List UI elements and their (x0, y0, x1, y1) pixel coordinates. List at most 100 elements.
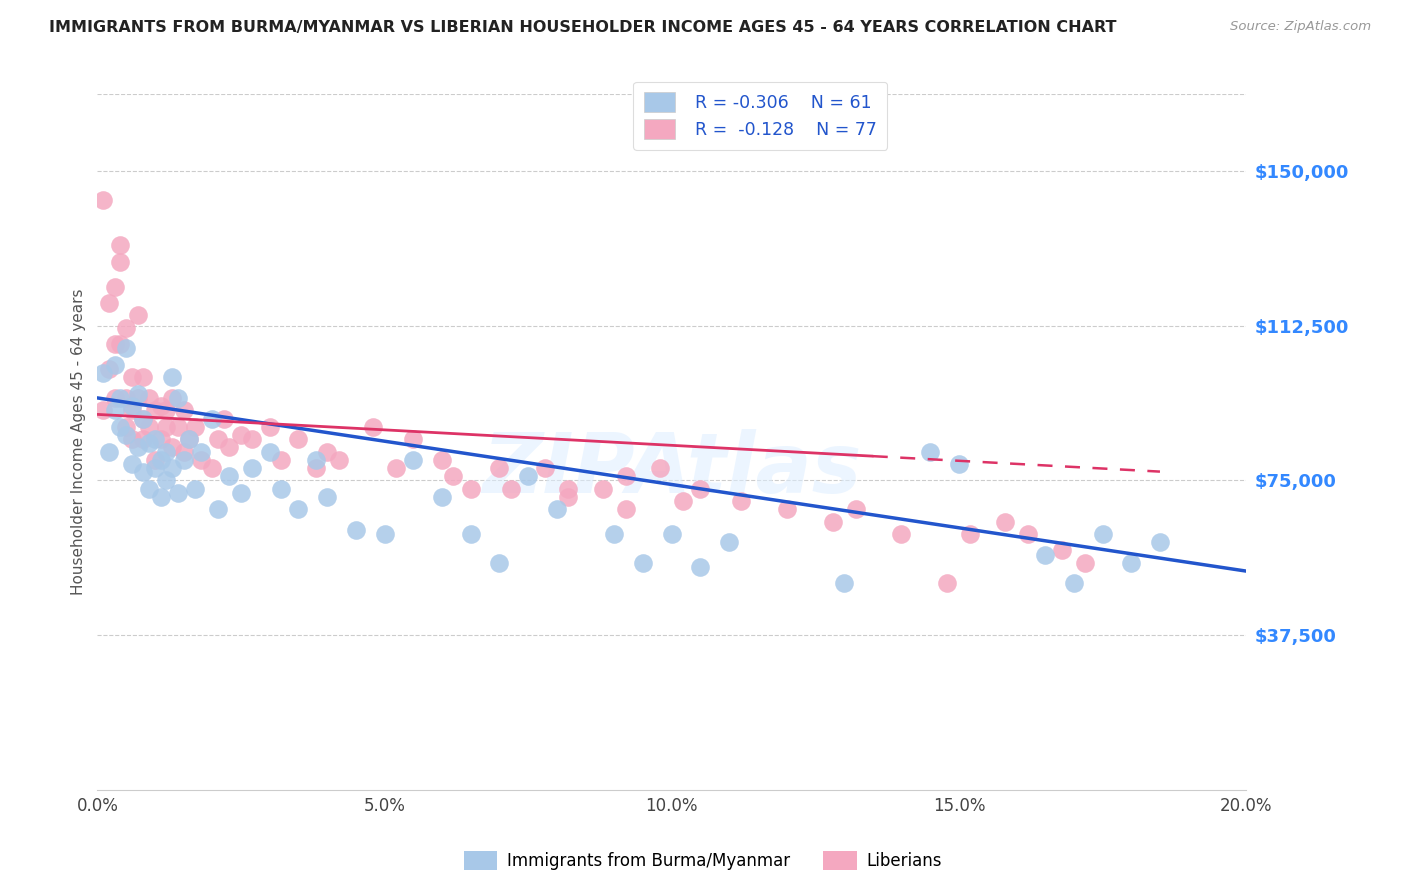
Point (121, 370, 143, 384)
Point (149, 432, 172, 446)
Point (592, 482, 614, 496)
Point (103, 279, 125, 293)
Point (97, 444, 120, 458)
Point (328, 452, 350, 467)
Point (775, 502, 797, 516)
Text: Source: ZipAtlas.com: Source: ZipAtlas.com (1230, 20, 1371, 33)
Point (121, 403, 143, 417)
Point (361, 419, 384, 434)
Point (287, 432, 309, 446)
Point (218, 441, 240, 455)
Point (103, 391, 125, 405)
Point (259, 419, 281, 434)
Point (229, 485, 252, 500)
Point (155, 403, 177, 417)
Point (184, 419, 207, 434)
Point (201, 461, 224, 475)
Point (166, 419, 188, 434)
Point (103, 337, 125, 351)
Point (110, 419, 132, 434)
Point (149, 452, 172, 467)
Point (534, 461, 557, 475)
Point (488, 461, 510, 475)
Point (138, 419, 160, 434)
Point (994, 515, 1017, 529)
Point (499, 482, 522, 496)
Point (546, 502, 568, 516)
Point (650, 461, 672, 475)
Point (132, 411, 155, 425)
Point (143, 403, 166, 417)
Point (430, 452, 453, 467)
Point (402, 452, 425, 467)
Point (1033, 548, 1056, 562)
Point (143, 452, 166, 467)
Point (1063, 576, 1085, 591)
Point (132, 370, 155, 384)
Point (115, 428, 138, 442)
Point (259, 444, 281, 458)
Point (149, 490, 172, 504)
Point (143, 432, 166, 446)
Point (614, 469, 637, 483)
Point (1074, 556, 1097, 570)
Point (270, 452, 292, 467)
Point (920, 444, 942, 458)
Point (344, 523, 367, 537)
Text: ZIPAtlas: ZIPAtlas (482, 429, 862, 510)
Point (115, 391, 138, 405)
Point (121, 432, 143, 446)
Y-axis label: Householder Income Ages 45 - 64 years: Householder Income Ages 45 - 64 years (72, 288, 86, 595)
Point (110, 238, 132, 252)
Point (179, 432, 201, 446)
Point (631, 556, 654, 570)
Point (718, 535, 741, 549)
Legend: Immigrants from Burma/Myanmar, Liberians: Immigrants from Burma/Myanmar, Liberians (457, 844, 949, 877)
Point (138, 436, 160, 450)
Point (115, 342, 138, 356)
Point (959, 527, 981, 541)
Point (661, 527, 683, 541)
Point (115, 419, 138, 434)
Point (207, 502, 229, 516)
Point (603, 527, 626, 541)
Point (517, 469, 540, 483)
Point (672, 494, 695, 508)
Point (1121, 556, 1143, 570)
Point (132, 432, 155, 446)
Point (316, 444, 339, 458)
Point (190, 452, 212, 467)
Point (207, 432, 229, 446)
Point (97, 296, 120, 310)
Point (155, 474, 177, 488)
Point (160, 441, 183, 455)
Point (460, 527, 482, 541)
Point (132, 411, 155, 425)
Point (242, 432, 264, 446)
Point (166, 485, 188, 500)
Point (948, 457, 970, 471)
Point (890, 527, 912, 541)
Point (103, 358, 125, 372)
Point (730, 494, 752, 508)
Point (430, 490, 453, 504)
Point (443, 469, 465, 483)
Point (1091, 527, 1114, 541)
Point (190, 444, 212, 458)
Point (91, 193, 114, 207)
Point (821, 515, 844, 529)
Point (173, 444, 195, 458)
Point (304, 452, 326, 467)
Point (115, 321, 138, 335)
Point (287, 502, 309, 516)
Point (557, 490, 579, 504)
Point (689, 482, 711, 496)
Point (201, 411, 224, 425)
Point (304, 461, 326, 475)
Point (149, 399, 172, 413)
Point (160, 461, 183, 475)
Point (229, 428, 252, 442)
Point (166, 391, 188, 405)
Point (1149, 535, 1171, 549)
Point (212, 411, 235, 425)
